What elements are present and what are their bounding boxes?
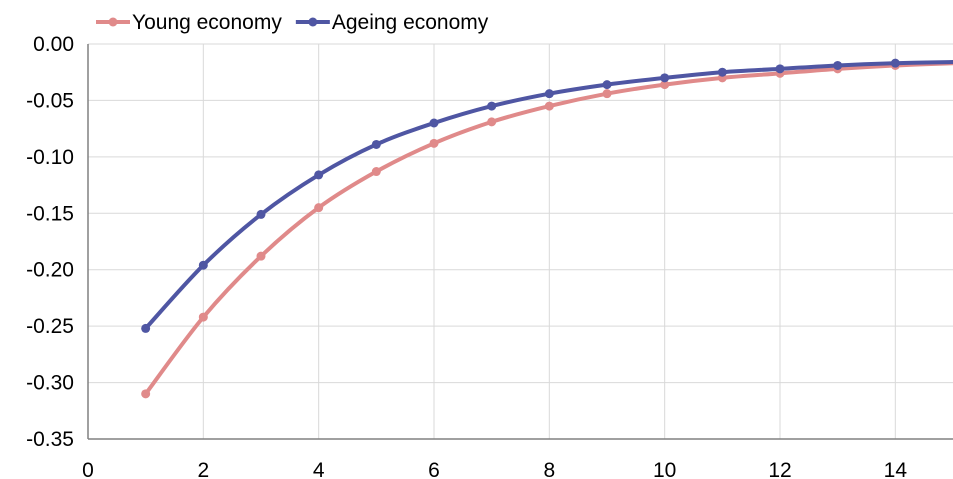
data-point-young-economy — [487, 117, 497, 127]
y-axis-ticks: 0.00 -0.05 -0.10 -0.15 -0.20 -0.25 -0.30 -0.35 — [26, 33, 74, 451]
y-tick-label: -0.30 — [26, 372, 74, 395]
data-point-ageing-economy — [141, 323, 151, 333]
data-point-ageing-economy — [775, 64, 785, 74]
legend-label: Ageing economy — [332, 11, 489, 34]
legend-swatch-marker — [308, 17, 318, 27]
series-young-economy — [141, 60, 953, 399]
y-tick-label: -0.25 — [26, 315, 74, 338]
x-tick-label: 10 — [653, 459, 676, 479]
y-tick-label: -0.35 — [26, 428, 74, 451]
series-ageing-economy — [141, 58, 953, 333]
series-layer — [141, 58, 953, 399]
x-axis-ticks: 0 2 4 6 8 10 12 14 — [82, 459, 907, 479]
data-point-young-economy — [602, 89, 612, 99]
legend-label: Young economy — [132, 11, 282, 34]
data-point-ageing-economy — [429, 118, 439, 128]
x-tick-label: 4 — [313, 459, 325, 479]
y-tick-label: -0.05 — [26, 89, 74, 112]
data-point-ageing-economy — [256, 209, 266, 219]
x-tick-label: 14 — [884, 459, 908, 479]
x-tick-label: 6 — [428, 459, 440, 479]
data-point-young-economy — [429, 138, 439, 148]
legend-swatch-marker — [108, 17, 118, 27]
y-tick-label: -0.15 — [26, 202, 74, 225]
grid — [88, 43, 953, 439]
data-point-young-economy — [371, 167, 381, 177]
legend-item-ageing-economy: Ageing economy — [295, 11, 489, 34]
data-point-young-economy — [660, 80, 670, 90]
x-tick-label: 2 — [197, 459, 209, 479]
data-point-young-economy — [544, 101, 554, 111]
data-point-ageing-economy — [717, 67, 727, 77]
axes — [87, 44, 953, 440]
data-point-young-economy — [141, 389, 151, 399]
x-tick-label: 0 — [82, 459, 94, 479]
data-point-ageing-economy — [602, 80, 612, 90]
data-point-ageing-economy — [544, 89, 554, 99]
data-point-young-economy — [198, 312, 208, 322]
x-tick-label: 12 — [768, 459, 791, 479]
y-tick-label: 0.00 — [33, 33, 74, 56]
x-tick-label: 8 — [543, 459, 555, 479]
legend: Young economy Ageing economy — [96, 11, 489, 34]
data-point-ageing-economy — [198, 260, 208, 270]
data-point-ageing-economy — [487, 101, 497, 111]
data-point-ageing-economy — [833, 60, 843, 70]
data-point-ageing-economy — [660, 73, 670, 83]
data-point-young-economy — [256, 251, 266, 261]
legend-item-young-economy: Young economy — [96, 11, 282, 34]
y-tick-label: -0.10 — [26, 146, 74, 169]
y-tick-label: -0.20 — [26, 259, 74, 282]
data-point-ageing-economy — [371, 139, 381, 149]
data-point-ageing-economy — [890, 58, 900, 68]
data-point-young-economy — [314, 203, 324, 213]
data-point-ageing-economy — [314, 170, 324, 180]
